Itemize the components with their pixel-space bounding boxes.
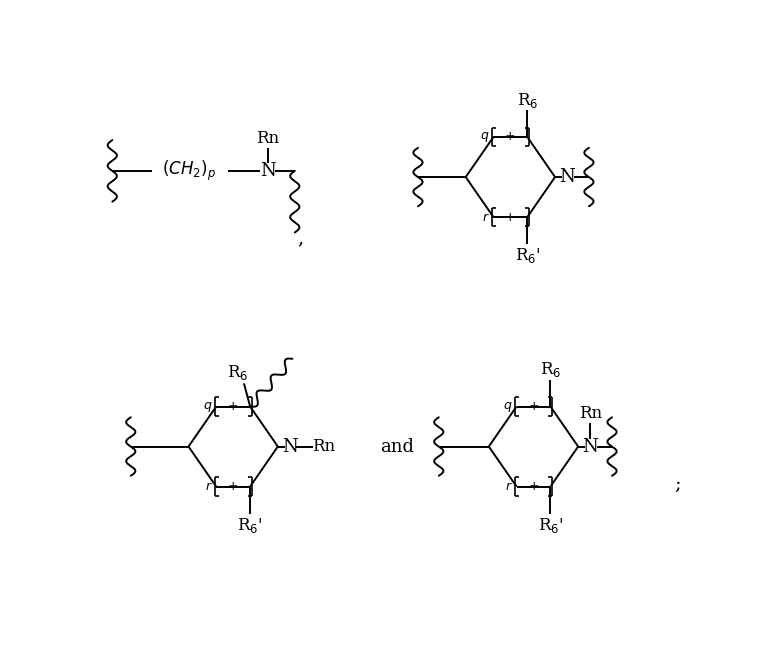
Text: $(CH_2)_p$: $(CH_2)_p$ — [162, 159, 216, 183]
Text: +: + — [528, 480, 539, 493]
Text: R$_6$': R$_6$' — [515, 246, 540, 265]
Text: +: + — [505, 211, 516, 224]
Text: R$_6$': R$_6$' — [537, 515, 563, 534]
Text: ;: ; — [674, 476, 681, 494]
Text: N: N — [260, 162, 276, 180]
Text: Rn: Rn — [579, 405, 602, 422]
Text: R$_6$: R$_6$ — [516, 90, 538, 109]
Text: $q$: $q$ — [203, 400, 212, 413]
Text: and: and — [380, 438, 415, 456]
Text: $r$: $r$ — [205, 480, 212, 493]
Text: R$_6$: R$_6$ — [227, 363, 249, 382]
Text: +: + — [228, 400, 239, 413]
Text: Rn: Rn — [313, 438, 336, 455]
Text: Rn: Rn — [256, 130, 279, 147]
Text: $r$: $r$ — [505, 480, 513, 493]
Text: R$_6$': R$_6$' — [237, 515, 262, 534]
Text: N: N — [560, 168, 575, 186]
Text: $q$: $q$ — [480, 130, 489, 144]
Text: ,: , — [297, 230, 303, 248]
Text: N: N — [583, 438, 598, 456]
Text: N: N — [283, 438, 298, 456]
Text: +: + — [528, 400, 539, 413]
Text: R$_6$: R$_6$ — [540, 360, 561, 379]
Text: +: + — [505, 131, 516, 143]
Text: $r$: $r$ — [482, 211, 489, 224]
Text: $q$: $q$ — [503, 400, 513, 413]
Text: +: + — [228, 480, 239, 493]
